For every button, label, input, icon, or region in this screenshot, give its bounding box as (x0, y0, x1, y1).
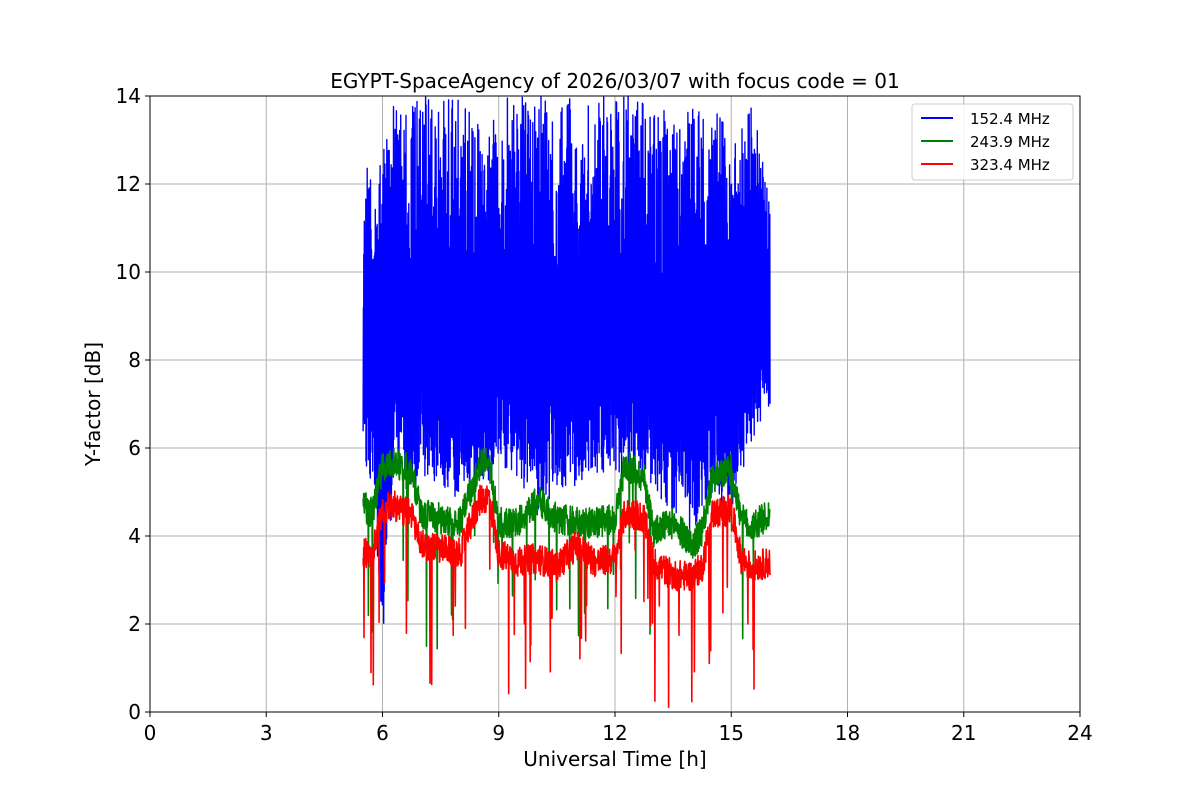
legend: 152.4 MHz 243.9 MHz 323.4 MHz (911, 103, 1074, 181)
y-tick-label: 6 (128, 436, 141, 460)
y-tick-label: 8 (128, 348, 141, 372)
legend-box (911, 103, 1074, 181)
y-tick-label: 14 (116, 84, 141, 108)
y-axis-label: Y-factor [dB] (81, 342, 105, 467)
y-tick-label: 12 (116, 172, 141, 196)
x-tick-label: 15 (719, 721, 744, 745)
x-tick-label: 18 (835, 721, 860, 745)
x-tick-label: 24 (1067, 721, 1092, 745)
x-tick-label: 3 (260, 721, 273, 745)
chart-title: EGYPT-SpaceAgency of 2026/03/07 with foc… (330, 69, 899, 93)
series-line-152-4-mhz (362, 95, 771, 624)
x-tick-label: 12 (602, 721, 627, 745)
y-tick-label: 4 (128, 524, 141, 548)
x-tick-label: 21 (951, 721, 976, 745)
y-tick-label: 10 (116, 260, 141, 284)
legend-label: 323.4 MHz (970, 156, 1050, 174)
x-tick-label: 0 (144, 721, 157, 745)
y-tick-label: 0 (128, 700, 141, 724)
x-axis-label: Universal Time [h] (523, 747, 706, 771)
legend-label: 243.9 MHz (970, 133, 1050, 151)
series-line-243-9-mhz (362, 447, 771, 650)
legend-label: 152.4 MHz (970, 110, 1050, 128)
y-axis-ticks: 0 2 4 6 8 10 12 14 (116, 84, 150, 724)
x-tick-label: 6 (376, 721, 389, 745)
series-layer (362, 95, 771, 708)
series-line-323-4-mhz (362, 484, 771, 708)
y-tick-label: 2 (128, 612, 141, 636)
x-axis-ticks: 0 3 6 9 12 15 18 21 24 (144, 712, 1093, 745)
x-tick-label: 9 (492, 721, 505, 745)
